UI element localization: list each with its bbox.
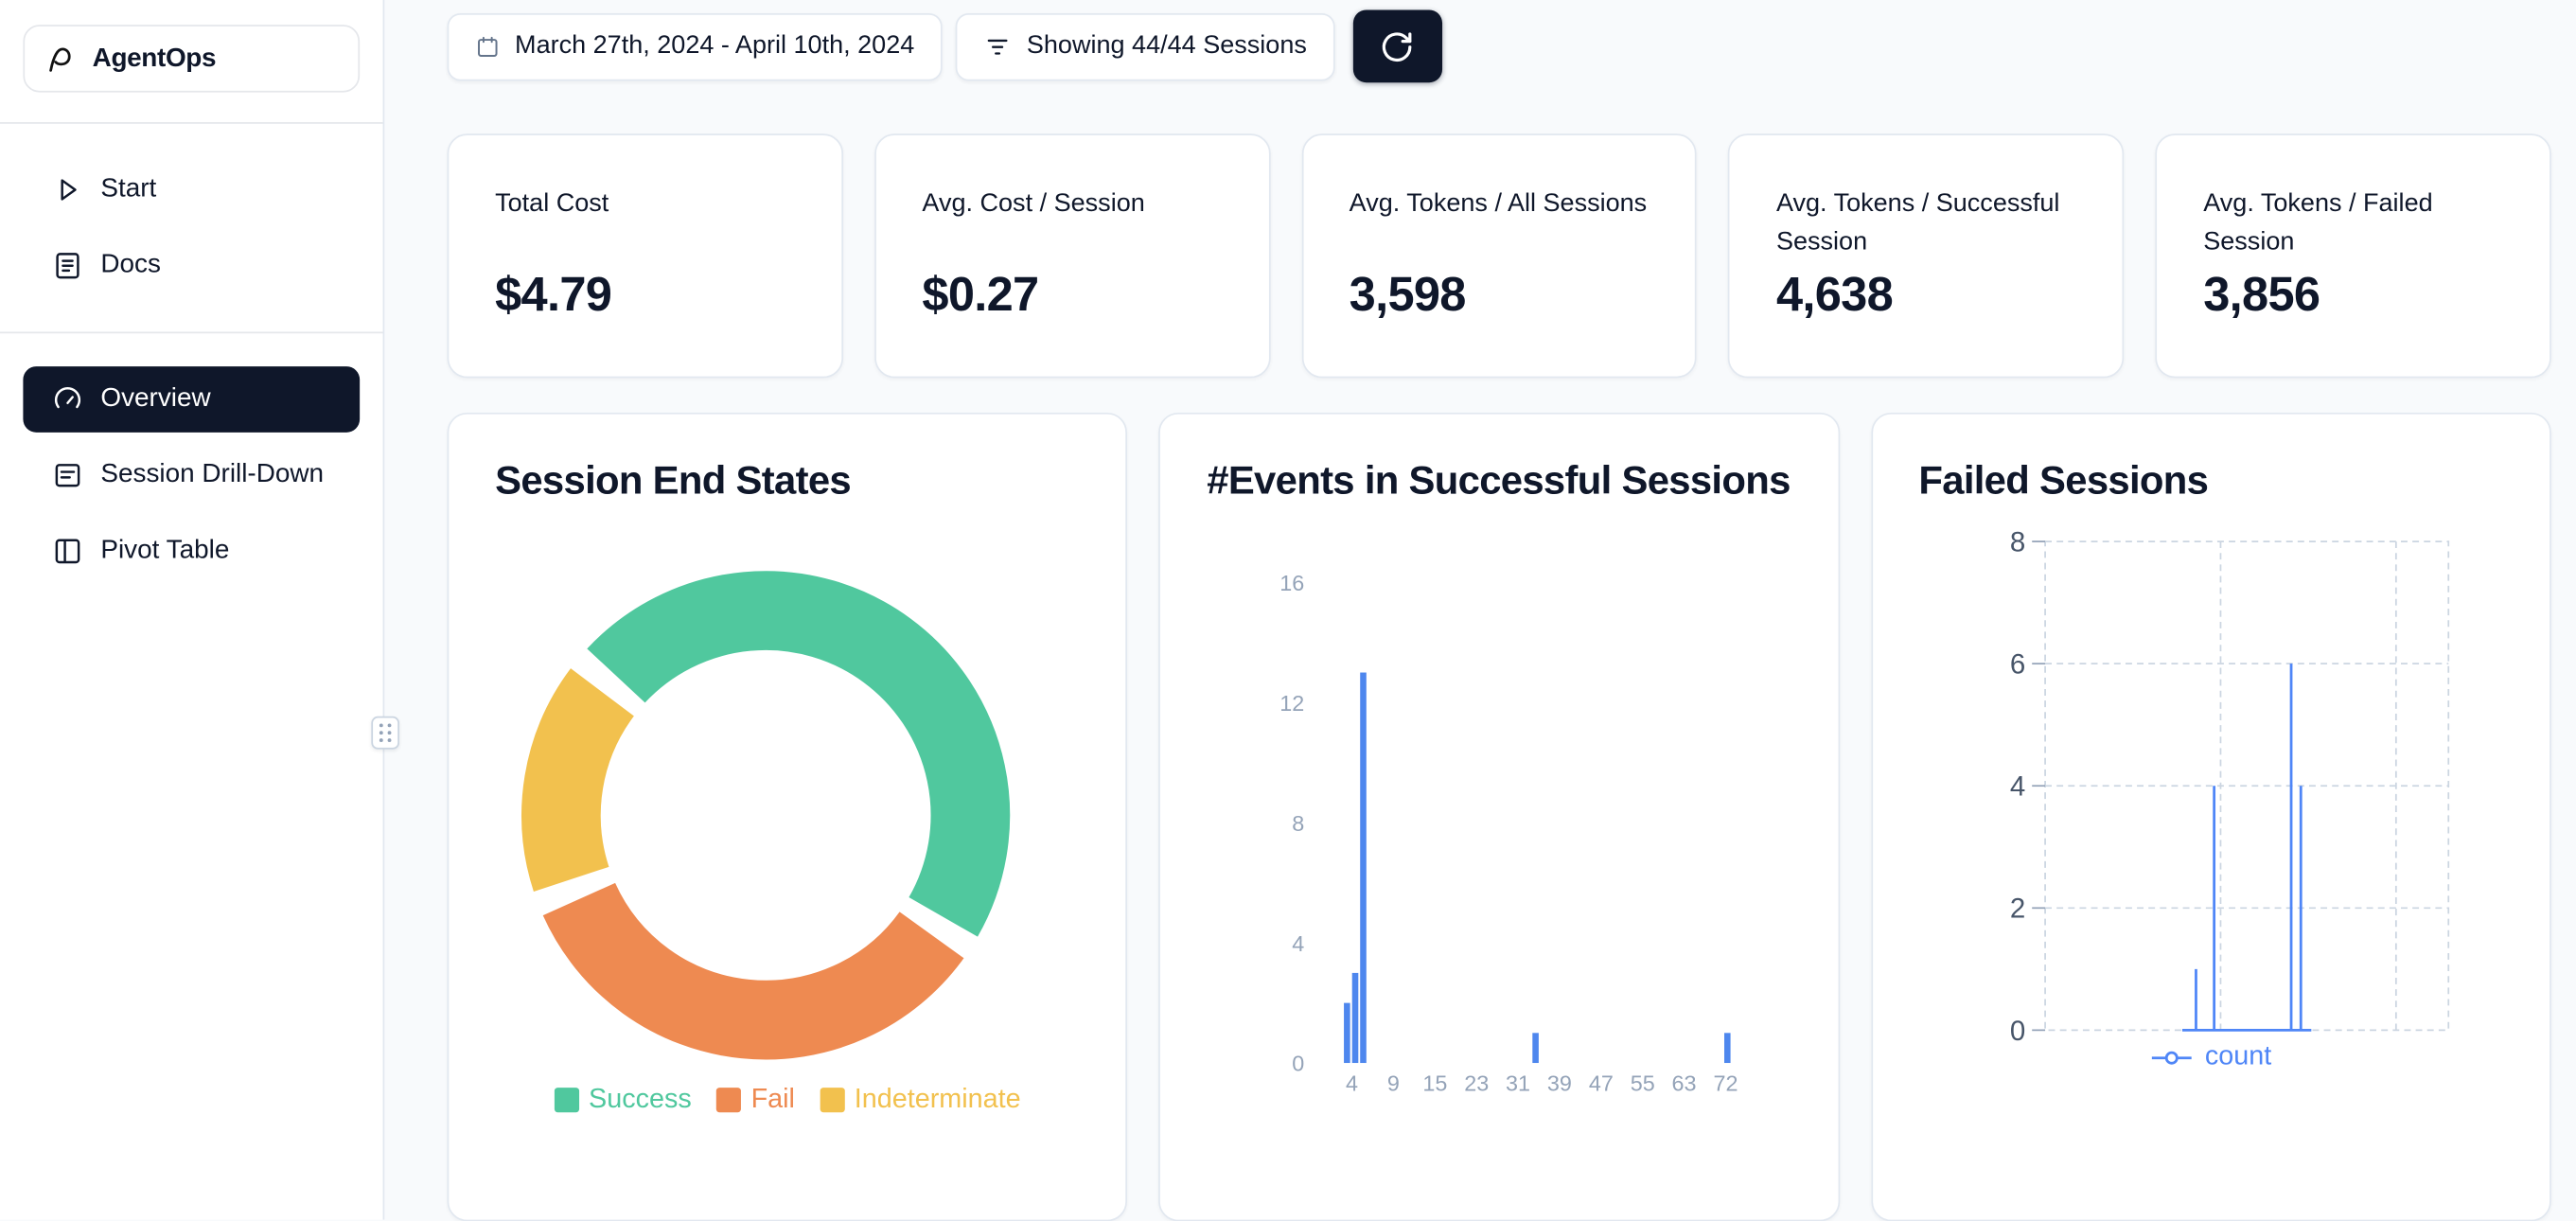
svg-text:9: 9 (1387, 1071, 1400, 1095)
events-histogram-card: #Events in Successful Sessions 0 4 8 12 16 4 9… (1158, 412, 1840, 1221)
sidebar-divider (0, 122, 383, 124)
gauge-icon (54, 387, 81, 409)
stat-card-avg-cost: Avg. Cost / Session $0.27 (873, 133, 1270, 379)
session-end-states-donut-chart (521, 571, 1011, 1060)
stat-value: 3,856 (2203, 269, 2320, 323)
legend-label: Indeterminate (854, 1084, 1021, 1115)
svg-text:39: 39 (1547, 1071, 1572, 1095)
svg-text:6: 6 (2009, 649, 2024, 681)
calendar-icon (478, 36, 498, 57)
stat-label: Avg. Tokens / All Sessions (1349, 189, 1648, 219)
svg-text:72: 72 (1714, 1071, 1738, 1095)
svg-text:4: 4 (1293, 931, 1305, 956)
stat-card-avg-tokens-successful: Avg. Tokens / Successful Session 4,638 (1728, 133, 2125, 379)
filter-icon (987, 38, 1008, 54)
svg-text:23: 23 (1465, 1071, 1490, 1095)
svg-text:55: 55 (1631, 1071, 1655, 1095)
sidebar-nav-main: Overview Session Drill-Down Pivot Table (0, 333, 383, 584)
svg-text:16: 16 (1280, 571, 1305, 595)
svg-text:0: 0 (1293, 1052, 1305, 1076)
stat-label: Avg. Tokens / Successful Session (1775, 189, 2060, 257)
failed-sessions-card: Failed Sessions 0 2 4 6 8 count (1870, 412, 2551, 1221)
stat-label: Avg. Cost / Session (922, 189, 1145, 219)
failed-sessions-line-chart: 0 2 4 6 8 (2009, 526, 2449, 1047)
legend-item-indeterminate[interactable]: Indeterminate (820, 1085, 1021, 1116)
events-bar-chart: 0 4 8 12 16 4 9 15 23 31 39 47 55 63 72 (1280, 571, 1738, 1095)
legend-item-success[interactable]: Success (554, 1084, 692, 1116)
stat-label: Total Cost (495, 189, 609, 219)
stat-label: Avg. Tokens / Failed Session (2203, 189, 2433, 257)
svg-text:47: 47 (1589, 1071, 1614, 1095)
charts-row: Session End States Success Fail Indetermin… (447, 412, 2551, 1221)
main-content: March 27th, 2024 - April 10th, 2024 Show… (384, 0, 2576, 1221)
refresh-button[interactable] (1352, 9, 1442, 83)
toolbar: March 27th, 2024 - April 10th, 2024 Show… (447, 9, 2551, 84)
chart-title: #Events in Successful Sessions (1207, 458, 1791, 504)
sidebar-item-label: Session Drill-Down (100, 460, 325, 489)
sessions-filter-label: Showing 44/44 Sessions (1026, 31, 1307, 60)
sidebar-resize-handle[interactable] (371, 716, 399, 750)
drag-dots-icon (379, 723, 392, 742)
stat-value: 3,598 (1349, 269, 1467, 323)
legend-swatch (715, 1088, 742, 1113)
svg-text:12: 12 (1280, 691, 1305, 716)
sidebar-item-pivot-table[interactable]: Pivot Table (23, 519, 360, 585)
sidebar-item-label: Pivot Table (100, 536, 230, 565)
legend-swatch (554, 1088, 579, 1113)
legend-item-fail[interactable]: Fail (715, 1084, 795, 1116)
svg-text:15: 15 (1423, 1071, 1448, 1095)
sidebar-item-label: Overview (100, 384, 211, 413)
donut-legend: Success Fail Indeterminate (495, 1085, 1080, 1116)
sidebar-item-docs[interactable]: Docs (23, 233, 360, 299)
legend-label: Fail (750, 1084, 795, 1115)
session-end-states-card: Session End States Success Fail Indetermin… (447, 412, 1128, 1221)
sessions-icon (55, 464, 80, 487)
svg-text:2: 2 (2009, 894, 2024, 925)
play-icon (61, 179, 77, 201)
chart-title: Failed Sessions (1918, 458, 2209, 504)
agentops-logo-icon (49, 46, 71, 71)
sidebar-item-label: Start (100, 174, 157, 204)
sessions-filter-button[interactable]: Showing 44/44 Sessions (955, 12, 1335, 80)
svg-text:8: 8 (2009, 526, 2024, 557)
count-legend-label: count (2204, 1041, 2272, 1071)
sidebar-item-label: Docs (100, 251, 161, 279)
legend-swatch (820, 1088, 845, 1113)
docs-icon (56, 253, 79, 279)
legend-line-icon (2152, 1050, 2192, 1064)
sidebar-nav-top: Start Docs (0, 124, 383, 299)
sidebar-item-start[interactable]: Start (23, 157, 360, 223)
stat-card-total-cost: Total Cost $4.79 (447, 133, 843, 379)
legend-label: Success (589, 1084, 692, 1115)
stat-value: 4,638 (1775, 269, 1894, 323)
sidebar-item-overview[interactable]: Overview (23, 366, 361, 433)
svg-text:0: 0 (2009, 1016, 2024, 1047)
svg-text:31: 31 (1507, 1071, 1531, 1095)
date-range-button[interactable]: March 27th, 2024 - April 10th, 2024 (447, 12, 943, 80)
svg-text:4: 4 (1347, 1071, 1359, 1095)
stat-card-avg-tokens-failed: Avg. Tokens / Failed Session 3,856 (2155, 133, 2551, 379)
stat-card-avg-tokens-all: Avg. Tokens / All Sessions 3,598 (1301, 133, 1698, 379)
sidebar-divider (0, 331, 383, 334)
logo-text: AgentOps (92, 44, 217, 72)
sidebar: AgentOps Start Docs (0, 0, 385, 1220)
sidebar-item-session-drill-down[interactable]: Session Drill-Down (23, 442, 360, 508)
svg-text:4: 4 (2009, 771, 2024, 803)
stat-value: $0.27 (922, 269, 1039, 323)
count-legend[interactable]: count (1873, 1041, 2550, 1072)
pivot-icon (55, 539, 80, 564)
date-range-label: March 27th, 2024 - April 10th, 2024 (515, 31, 915, 60)
refresh-icon (1383, 31, 1413, 62)
stat-value: $4.79 (495, 269, 612, 323)
chart-title: Session End States (495, 458, 852, 504)
stats-row: Total Cost $4.79 Avg. Cost / Session $0.… (447, 133, 2551, 379)
svg-text:63: 63 (1672, 1071, 1697, 1095)
svg-text:8: 8 (1293, 811, 1305, 836)
logo-box[interactable]: AgentOps (23, 25, 361, 93)
